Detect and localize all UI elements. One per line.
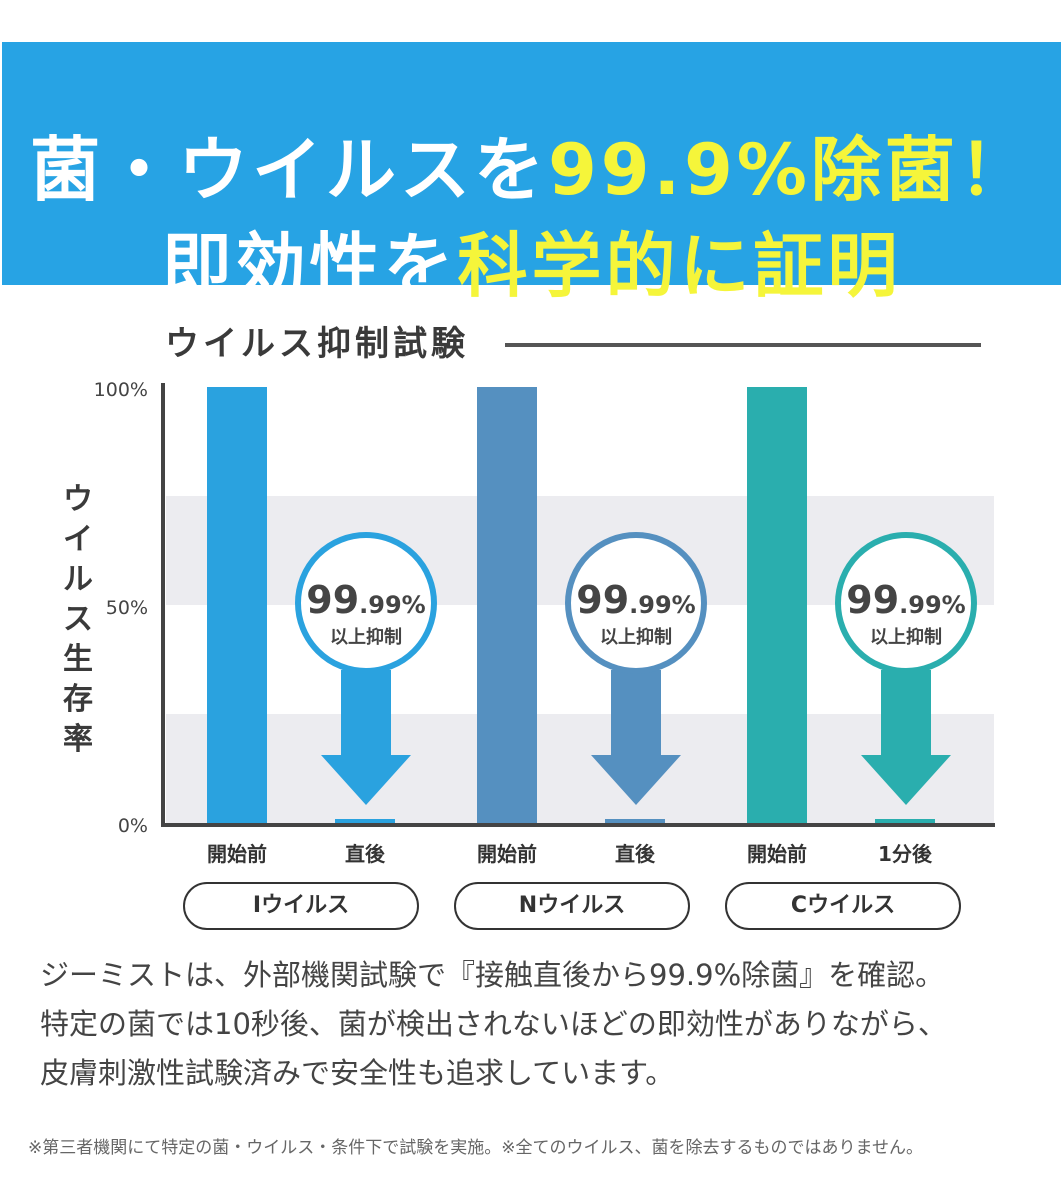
chart-title: ウイルス抑制試験: [165, 324, 469, 364]
y-tick-label: 50%: [106, 597, 148, 619]
virus-group-label: Iウイルス: [183, 882, 419, 930]
headline-line-1: 菌・ウイルスを99.9%除菌！: [2, 114, 1061, 215]
x-category-label: 直後: [615, 842, 656, 866]
arrow-shaft: [611, 670, 661, 758]
reduction-badge: [565, 532, 707, 674]
bar: [335, 819, 395, 823]
reduction-badge: [295, 532, 437, 674]
badge-big: 99: [576, 578, 629, 622]
badge-small: .99%: [899, 591, 966, 619]
x-category-label: 開始前: [747, 842, 807, 866]
grid-band: [166, 714, 994, 823]
headline-banner: 菌・ウイルスを99.9%除菌！ 即効性を科学的に証明: [2, 42, 1061, 307]
virus-group-label: Cウイルス: [725, 882, 961, 930]
headline-yellow-1: 99.9%除菌！: [548, 129, 1033, 211]
x-category-label: 開始前: [477, 842, 537, 866]
title-rule: [505, 343, 981, 347]
bar: [605, 819, 665, 823]
badge-subtext: 以上抑制: [870, 627, 942, 648]
bar: [477, 387, 537, 823]
arrow-shaft: [341, 670, 391, 758]
bar: [875, 819, 935, 823]
footnote: ※第三者機関にて特定の菌・ウイルス・条件下で試験を実施。※全てのウイルス、菌を除…: [28, 1138, 923, 1158]
description-line-1: ジーミストは、外部機関試験で『接触直後から99.9%除菌』を確認。: [40, 958, 945, 992]
reduction-badge: [835, 532, 977, 674]
description-line-2: 特定の菌では10秒後、菌が検出されないほどの即効性がありながら、: [40, 1007, 947, 1041]
arrow-shaft: [881, 670, 931, 758]
y-axis-label: ウイルス生存率: [63, 482, 93, 757]
arrow-down-icon: [861, 755, 951, 805]
x-category-label: 開始前: [207, 842, 267, 866]
bar: [747, 387, 807, 823]
x-category-label: 1分後: [878, 842, 933, 866]
headline-white-2: 即効性を: [161, 225, 458, 307]
headline-yellow-2: 科学的に証明: [457, 225, 902, 307]
bar: [207, 387, 267, 823]
y-tick-label: 0%: [118, 815, 148, 837]
arrow-down-icon: [321, 755, 411, 805]
headline-line-2: 即効性を科学的に証明: [2, 210, 1061, 311]
arrow-down-icon: [591, 755, 681, 805]
badge-big: 99: [306, 578, 359, 622]
badge-big: 99: [846, 578, 899, 622]
virus-group-label: Nウイルス: [454, 882, 690, 930]
badge-percent: 99.99%: [306, 578, 425, 622]
x-category-label: 直後: [345, 842, 386, 866]
badge-subtext: 以上抑制: [600, 627, 672, 648]
badge-percent: 99.99%: [846, 578, 965, 622]
headline-white-1: 菌・ウイルスを: [30, 129, 549, 211]
badge-subtext: 以上抑制: [330, 627, 402, 648]
y-tick-label: 100%: [94, 379, 148, 401]
description-line-3: 皮膚刺激性試験済みで安全性も追求しています。: [40, 1056, 675, 1090]
badge-small: .99%: [359, 591, 426, 619]
badge-percent: 99.99%: [576, 578, 695, 622]
badge-small: .99%: [629, 591, 696, 619]
